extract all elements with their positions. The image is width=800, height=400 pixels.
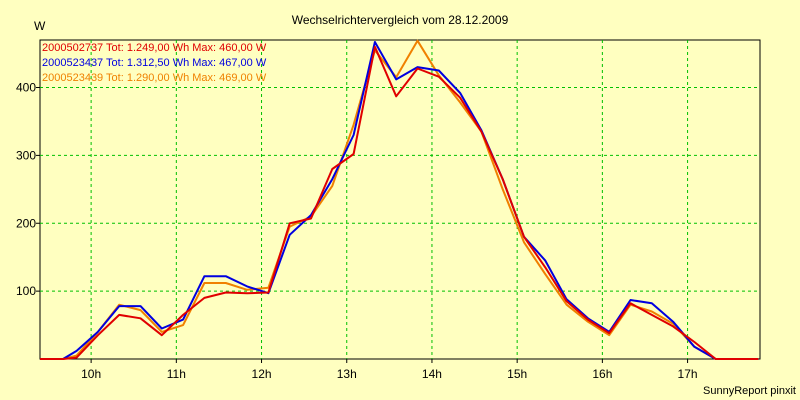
chart-title: Wechselrichtervergleich vom 28.12.2009: [292, 13, 509, 27]
y-tick-label: 400: [16, 81, 36, 95]
x-tick-label: 12h: [252, 367, 272, 381]
plot-area: [39, 39, 761, 360]
y-axis-label: W: [34, 19, 46, 33]
x-tick-label: 17h: [678, 367, 698, 381]
y-tick-label: 200: [16, 216, 36, 230]
grid: [40, 40, 760, 359]
series-lines: [40, 39, 759, 360]
legend-entry-2: 2000523437 Tot: 1.312,50 Wh Max: 467,00 …: [42, 57, 267, 69]
y-ticks: 100 200 300 400: [16, 81, 40, 298]
y-tick-label: 100: [16, 284, 36, 298]
x-tick-label: 15h: [507, 367, 527, 381]
credit-label: SunnyReport pinxit: [703, 385, 796, 397]
x-tick-label: 13h: [337, 367, 357, 381]
legend-entry-1: 2000502737 Tot: 1.249,00 Wh Max: 460,00 …: [42, 42, 267, 54]
legend: 2000502737 Tot: 1.249,00 Wh Max: 460,00 …: [42, 42, 267, 84]
x-tick-label: 11h: [167, 367, 186, 381]
legend-entry-3: 2000523439 Tot: 1.290,00 Wh Max: 469,00 …: [42, 72, 267, 84]
series-line-1: [40, 45, 759, 360]
y-tick-label: 300: [16, 148, 36, 162]
x-tick-label: 10h: [81, 367, 101, 381]
x-tick-label: 16h: [592, 367, 612, 381]
x-ticks: 10h 11h 12h 13h 14h 15h 16h 17h: [81, 359, 698, 381]
x-tick-label: 14h: [422, 367, 442, 381]
series-line-2: [40, 41, 759, 360]
